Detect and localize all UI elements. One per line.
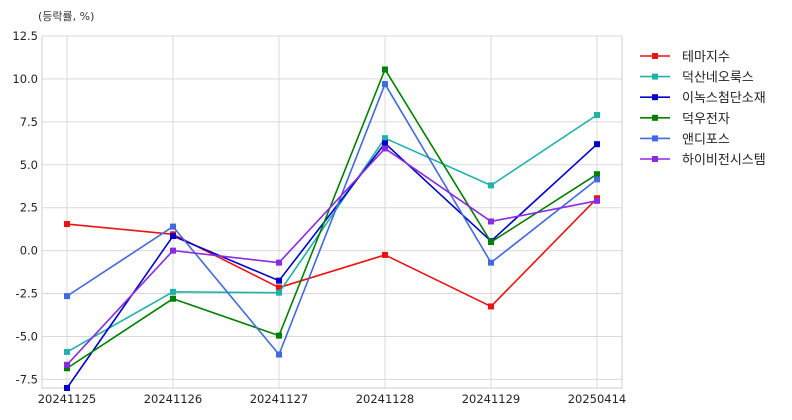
data-point	[64, 385, 70, 391]
series-6	[64, 145, 600, 368]
data-point	[382, 140, 388, 147]
x-tick-label: 20250414	[568, 392, 627, 406]
y-tick-label: 10.0	[12, 72, 38, 86]
series-line	[66, 147, 598, 366]
data-point	[64, 221, 70, 228]
data-point	[64, 365, 70, 372]
data-point	[594, 171, 600, 178]
series-2	[64, 111, 600, 355]
data-point	[488, 218, 494, 225]
legend-marker	[652, 114, 658, 121]
data-point	[64, 293, 70, 300]
series-line	[66, 142, 598, 389]
data-point	[170, 288, 176, 295]
series-line	[66, 83, 598, 356]
y-tick-label: 2.5	[20, 201, 38, 215]
data-point	[276, 351, 282, 358]
legend-marker	[652, 94, 658, 101]
data-point	[382, 145, 388, 152]
data-point	[382, 135, 388, 142]
grid	[41, 35, 623, 389]
legend-label: 이녹스첨단소재	[682, 91, 766, 106]
data-point	[594, 141, 600, 148]
data-point	[64, 348, 70, 355]
x-tick-label: 20241125	[38, 392, 97, 406]
y-tick-label: 7.5	[20, 115, 38, 129]
data-point	[170, 247, 176, 254]
data-point	[488, 182, 494, 189]
legend-item: 이녹스첨단소재	[640, 91, 766, 106]
data-point	[594, 111, 600, 118]
data-point	[64, 361, 70, 368]
data-point	[382, 66, 388, 73]
data-point	[382, 81, 388, 88]
legend-marker	[652, 135, 658, 142]
series-layer	[64, 66, 600, 391]
series-line	[66, 114, 598, 353]
x-tick-label: 20241128	[356, 392, 415, 406]
data-point	[382, 251, 388, 258]
data-point	[488, 259, 494, 266]
legend-label: 덕우전자	[682, 112, 730, 127]
data-point	[594, 176, 600, 183]
axes: -7.5 -5.0 -2.5 0.0 2.5 5.0 7.5 10.0 12.5 20241125…	[12, 29, 626, 406]
data-point	[276, 332, 282, 339]
legend-item: 앤디포스	[640, 132, 730, 147]
data-point	[488, 303, 494, 310]
y-tick-label: 0.0	[20, 244, 38, 258]
legend-marker	[652, 73, 658, 80]
y-tick-label: 12.5	[12, 29, 38, 43]
series-4	[64, 66, 600, 372]
data-point	[276, 259, 282, 266]
y-tick-label: -5.0	[16, 329, 38, 343]
data-point	[276, 284, 282, 291]
legend-item: 덕우전자	[640, 112, 730, 127]
data-point	[276, 277, 282, 284]
data-point	[488, 239, 494, 246]
series-5	[64, 81, 600, 358]
legend-item: 테마지수	[640, 50, 730, 65]
data-point	[276, 289, 282, 296]
x-tick-label: 20241127	[250, 392, 309, 406]
unit-label: (등락률, %)	[38, 10, 94, 23]
legend-marker	[652, 156, 658, 162]
legend-item: 덕산네오룩스	[640, 71, 754, 86]
legend-marker	[652, 53, 658, 59]
data-point	[170, 233, 176, 240]
x-tick-label: 20241129	[462, 392, 521, 406]
legend-label: 앤디포스	[682, 132, 730, 147]
data-point	[594, 197, 600, 204]
y-tick-label: -2.5	[16, 287, 38, 301]
y-tick-label: -7.5	[16, 372, 38, 386]
data-point	[170, 295, 176, 302]
x-tick-label: 20241126	[144, 392, 203, 406]
series-3	[64, 140, 600, 391]
data-point	[170, 223, 176, 230]
legend-label: 덕산네오룩스	[682, 71, 754, 86]
legend-label: 하이비전시스템	[682, 153, 766, 168]
series-line	[66, 197, 598, 308]
series-line	[66, 68, 598, 369]
y-tick-label: 5.0	[20, 158, 38, 172]
legend-label: 테마지수	[682, 50, 730, 65]
legend-item: 하이비전시스템	[640, 153, 766, 168]
